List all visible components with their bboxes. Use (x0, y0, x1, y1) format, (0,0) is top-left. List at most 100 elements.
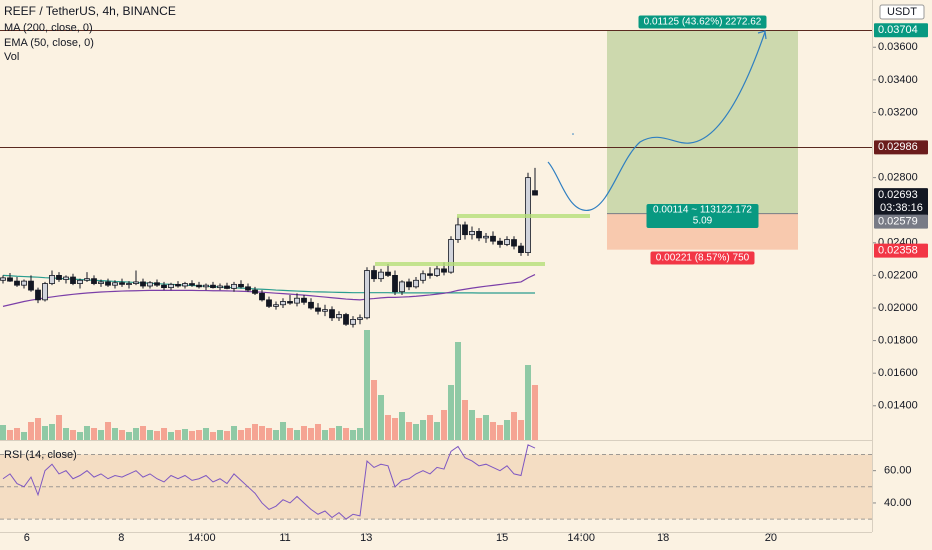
volume-bar (105, 422, 111, 440)
candle-body (469, 231, 475, 236)
candle-body (308, 301, 314, 309)
candle-body (413, 279, 419, 288)
rsi-tick-label: 40.00 (884, 497, 912, 509)
entry-info: 0.00114 ~ 113122.172 (653, 205, 752, 216)
candle-body (294, 297, 300, 304)
volume-bar (511, 412, 517, 440)
candle-body (210, 284, 216, 289)
target-info-box (638, 15, 767, 29)
candle-body (63, 276, 69, 280)
candle-body (406, 281, 412, 288)
price-line-label-box (874, 23, 928, 38)
currency-box (879, 4, 925, 20)
volume-bar (56, 415, 62, 440)
stop-label: 0.02358 (878, 245, 918, 257)
volume-bar (399, 412, 405, 440)
countdown: 03:38:16 (880, 202, 923, 214)
ema-line (2, 274, 536, 307)
candle-body (280, 301, 286, 306)
candle-body (448, 239, 454, 273)
candle-body (455, 224, 461, 240)
volume-bar (35, 418, 41, 440)
volume-bar (504, 420, 510, 440)
x-tick-label: 15 (496, 532, 508, 544)
candle-body (105, 281, 111, 286)
candle-body (385, 271, 391, 276)
candle-body (224, 285, 230, 289)
candle-body (476, 231, 482, 239)
volume-bar (455, 342, 461, 440)
legend-ma: MA (200, close, 0) (4, 22, 93, 34)
candle-body (14, 280, 20, 286)
candle-body (161, 284, 167, 289)
volume-bar (336, 426, 342, 440)
x-tick-label: 18 (657, 532, 669, 544)
volume-bar (203, 428, 209, 440)
candle-body (21, 280, 27, 286)
candle-body (462, 224, 468, 236)
volume-bar (161, 428, 167, 440)
candle-body (329, 309, 335, 319)
volume-bar (287, 428, 293, 440)
rsi-title: RSI (14, close) (4, 449, 77, 461)
volume-bar (343, 428, 349, 440)
candle-body (147, 282, 153, 287)
volume-bar (308, 428, 314, 440)
y-tick-label: 0.01400 (878, 400, 918, 412)
candle-body (483, 235, 489, 239)
volume-bar (476, 418, 482, 440)
volume-bar (364, 330, 370, 440)
candle-body (392, 275, 398, 293)
candle-body (49, 275, 55, 284)
volume-bar (525, 365, 531, 440)
price-line-label: 0.02986 (878, 141, 918, 153)
y-tick-label: 0.02800 (878, 172, 918, 184)
candle-body (70, 276, 76, 284)
y-tick-label: 0.03600 (878, 41, 918, 53)
rsi-tick-label: 60.00 (884, 465, 912, 477)
volume-bar (462, 400, 468, 440)
volume-bar (385, 415, 391, 440)
volume-bar (147, 430, 153, 440)
candle-body (56, 275, 62, 280)
candle-body (217, 285, 223, 289)
candle-body (196, 284, 202, 288)
candle-body (259, 292, 265, 301)
volume-bar (441, 410, 447, 440)
volume-bar (266, 428, 272, 440)
x-tick-label: 14:00 (188, 532, 216, 544)
candle-body (350, 319, 356, 325)
projection-curve (547, 31, 766, 211)
volume-bar (315, 424, 321, 440)
volume-bar (469, 410, 475, 440)
volume-bar (0, 425, 6, 440)
x-tick-label: 13 (360, 532, 372, 544)
candle-body (364, 270, 370, 319)
candle-body (420, 273, 426, 281)
volume-bar (490, 422, 496, 440)
volume-bar (14, 428, 20, 440)
candle-body (518, 245, 524, 253)
volume-bar (217, 430, 223, 440)
candle-body (245, 286, 251, 291)
candle-body (532, 190, 538, 196)
candle-body (126, 283, 132, 285)
volume-bar (259, 426, 265, 440)
candle-body (238, 283, 244, 288)
x-tick-label: 6 (24, 532, 30, 544)
volume-bar (126, 432, 132, 440)
volume-bar (84, 426, 90, 440)
volume-bar (91, 428, 97, 440)
y-tick-label: 0.03200 (878, 106, 918, 118)
candle-body (441, 268, 447, 273)
volume-bar (133, 428, 139, 440)
volume-bar (63, 428, 69, 440)
arrow-head (757, 30, 767, 40)
stop-info-box (650, 251, 755, 265)
candle-body (119, 282, 125, 285)
volume-bar (49, 424, 55, 440)
volume-bar (98, 430, 104, 440)
candle-body (371, 270, 377, 280)
y-tick-label: 0.03400 (878, 74, 918, 86)
candle-body (84, 278, 90, 281)
